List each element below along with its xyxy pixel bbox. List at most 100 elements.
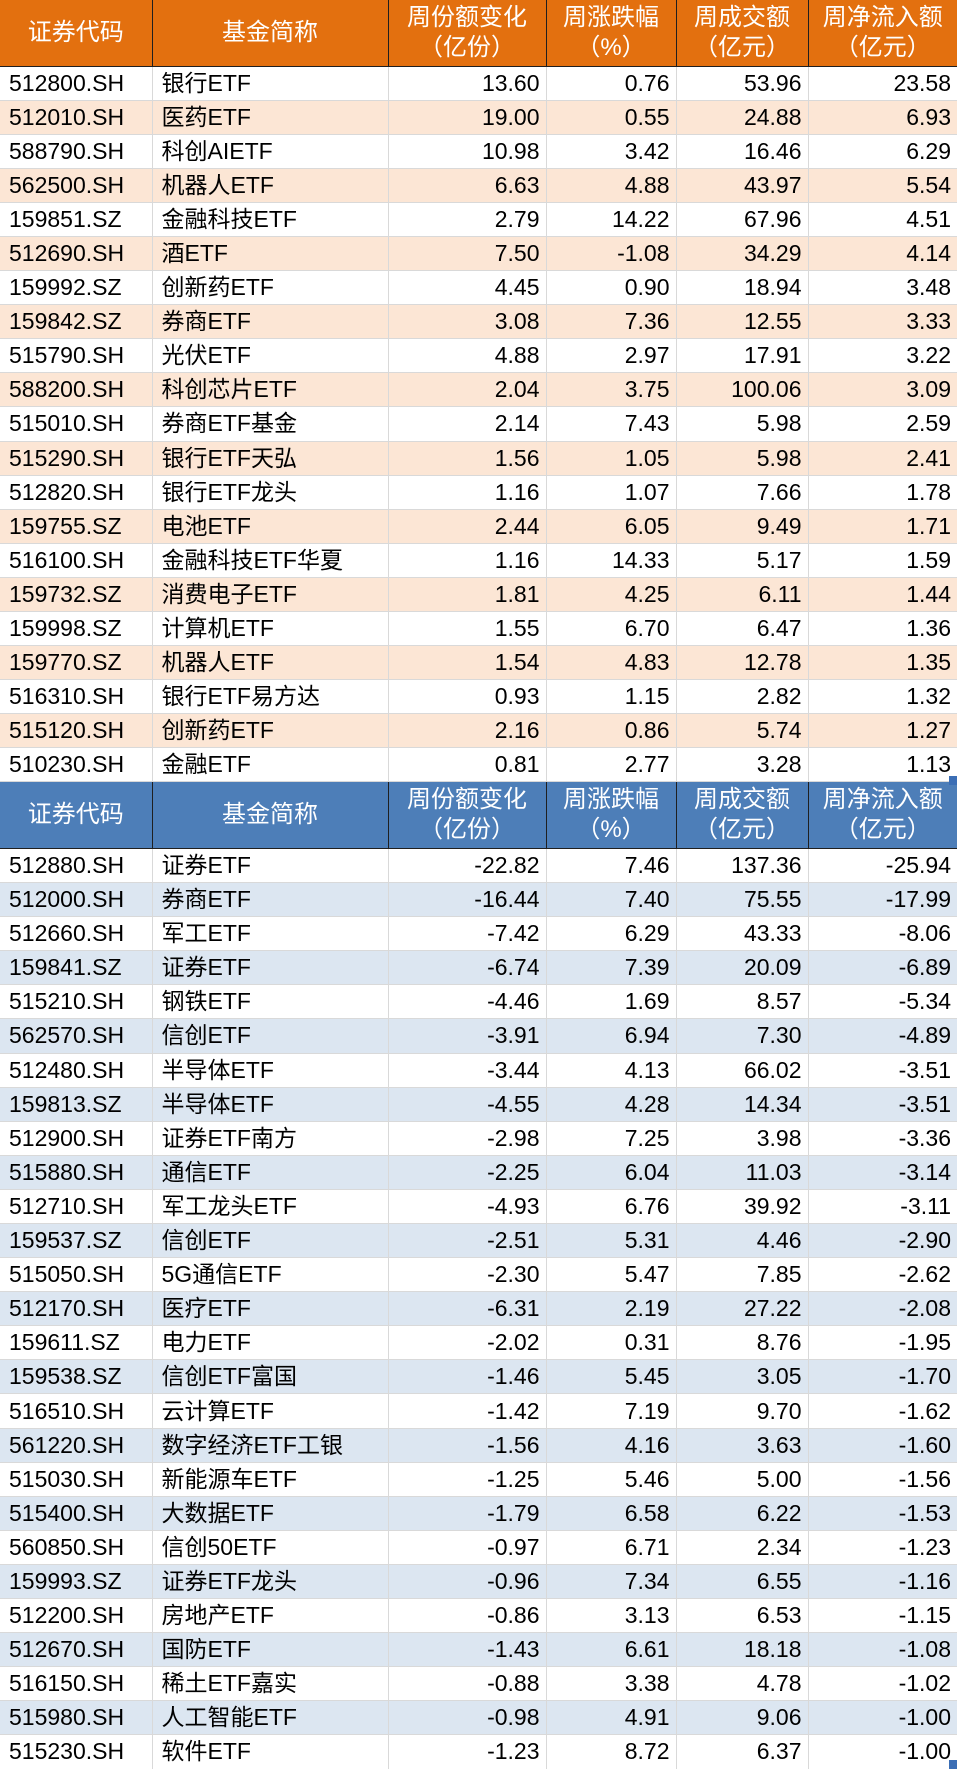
cell-name[interactable]: 房地产ETF: [152, 1598, 389, 1634]
cell-code[interactable]: 515980.SH: [0, 1700, 153, 1736]
cell-share-change[interactable]: -2.02: [388, 1325, 547, 1361]
cell-name[interactable]: 信创ETF: [152, 1018, 389, 1054]
cell-turnover[interactable]: 2.34: [676, 1530, 809, 1565]
cell-turnover[interactable]: 11.03: [676, 1155, 809, 1190]
cell-share-change[interactable]: 1.16: [388, 543, 547, 578]
cell-code[interactable]: 512880.SH: [0, 848, 153, 884]
cell-net-flow[interactable]: -1.08: [808, 1632, 957, 1668]
cell-name[interactable]: 金融科技ETF: [152, 202, 389, 237]
cell-name[interactable]: 券商ETF: [152, 304, 389, 340]
cell-share-change[interactable]: -3.44: [388, 1053, 547, 1088]
cell-turnover[interactable]: 8.57: [676, 984, 809, 1020]
cell-turnover[interactable]: 12.55: [676, 304, 809, 340]
cell-turnover[interactable]: 27.22: [676, 1291, 809, 1327]
cell-net-flow[interactable]: 2.41: [808, 441, 957, 476]
cell-code[interactable]: 516310.SH: [0, 679, 153, 715]
cell-net-flow[interactable]: -5.34: [808, 984, 957, 1020]
cell-name[interactable]: 信创50ETF: [152, 1530, 389, 1565]
cell-code[interactable]: 512820.SH: [0, 475, 153, 510]
cell-share-change[interactable]: -0.96: [388, 1564, 547, 1600]
cell-turnover[interactable]: 2.82: [676, 679, 809, 715]
cell-name[interactable]: 软件ETF: [152, 1734, 389, 1769]
cell-turnover[interactable]: 3.05: [676, 1359, 809, 1395]
cell-net-flow[interactable]: -6.89: [808, 950, 957, 986]
cell-net-flow[interactable]: -3.36: [808, 1121, 957, 1156]
cell-name[interactable]: 证券ETF龙头: [152, 1564, 389, 1600]
cell-pct-change[interactable]: 7.46: [546, 848, 677, 884]
cell-name[interactable]: 银行ETF易方达: [152, 679, 389, 715]
cell-pct-change[interactable]: 7.40: [546, 882, 677, 918]
cell-code[interactable]: 515050.SH: [0, 1257, 153, 1293]
cell-share-change[interactable]: 10.98: [388, 134, 547, 169]
cell-net-flow[interactable]: 1.35: [808, 645, 957, 681]
cell-pct-change[interactable]: 4.16: [546, 1428, 677, 1463]
cell-share-change[interactable]: 19.00: [388, 100, 547, 135]
cell-net-flow[interactable]: -1.15: [808, 1598, 957, 1634]
cell-share-change[interactable]: -4.93: [388, 1189, 547, 1225]
cell-net-flow[interactable]: 1.13: [808, 747, 957, 783]
cell-net-flow[interactable]: 1.71: [808, 509, 957, 544]
cell-name[interactable]: 云计算ETF: [152, 1393, 389, 1429]
cell-turnover[interactable]: 3.98: [676, 1121, 809, 1156]
cell-name[interactable]: 金融ETF: [152, 747, 389, 783]
cell-turnover[interactable]: 4.46: [676, 1223, 809, 1259]
cell-net-flow[interactable]: -1.95: [808, 1325, 957, 1361]
cell-pct-change[interactable]: 3.75: [546, 372, 677, 408]
cell-turnover[interactable]: 5.17: [676, 543, 809, 578]
cell-share-change[interactable]: 1.54: [388, 645, 547, 681]
cell-net-flow[interactable]: -2.90: [808, 1223, 957, 1259]
cell-name[interactable]: 酒ETF: [152, 236, 389, 272]
cell-share-change[interactable]: 4.45: [388, 270, 547, 306]
cell-code[interactable]: 562570.SH: [0, 1018, 153, 1054]
cell-pct-change[interactable]: 5.47: [546, 1257, 677, 1293]
cell-turnover[interactable]: 75.55: [676, 882, 809, 918]
cell-pct-change[interactable]: 7.39: [546, 950, 677, 986]
cell-share-change[interactable]: 13.60: [388, 66, 547, 101]
cell-turnover[interactable]: 100.06: [676, 372, 809, 408]
cell-turnover[interactable]: 6.11: [676, 577, 809, 613]
cell-code[interactable]: 159813.SZ: [0, 1087, 153, 1122]
cell-net-flow[interactable]: -1.23: [808, 1530, 957, 1565]
cell-code[interactable]: 515880.SH: [0, 1155, 153, 1190]
cell-name[interactable]: 半导体ETF: [152, 1053, 389, 1088]
cell-code[interactable]: 512660.SH: [0, 916, 153, 952]
cell-net-flow[interactable]: -1.00: [808, 1734, 957, 1769]
cell-turnover[interactable]: 14.34: [676, 1087, 809, 1122]
cell-name[interactable]: 银行ETF龙头: [152, 475, 389, 510]
cell-turnover[interactable]: 53.96: [676, 66, 809, 101]
cell-name[interactable]: 科创AIETF: [152, 134, 389, 169]
cell-turnover[interactable]: 16.46: [676, 134, 809, 169]
cell-net-flow[interactable]: 3.48: [808, 270, 957, 306]
cell-share-change[interactable]: -0.97: [388, 1530, 547, 1565]
cell-name[interactable]: 大数据ETF: [152, 1496, 389, 1531]
cell-share-change[interactable]: 1.56: [388, 441, 547, 476]
cell-pct-change[interactable]: 6.61: [546, 1632, 677, 1668]
cell-share-change[interactable]: -4.55: [388, 1087, 547, 1122]
cell-share-change[interactable]: -1.42: [388, 1393, 547, 1429]
cell-turnover[interactable]: 9.70: [676, 1393, 809, 1429]
cell-turnover[interactable]: 6.53: [676, 1598, 809, 1634]
cell-pct-change[interactable]: 0.76: [546, 66, 677, 101]
cell-code[interactable]: 515210.SH: [0, 984, 153, 1020]
cell-pct-change[interactable]: 7.36: [546, 304, 677, 340]
cell-pct-change[interactable]: 4.28: [546, 1087, 677, 1122]
cell-code[interactable]: 512900.SH: [0, 1121, 153, 1156]
cell-pct-change[interactable]: 0.55: [546, 100, 677, 135]
cell-name[interactable]: 证券ETF: [152, 950, 389, 986]
cell-code[interactable]: 159755.SZ: [0, 509, 153, 544]
cell-share-change[interactable]: -1.46: [388, 1359, 547, 1395]
cell-net-flow[interactable]: -1.56: [808, 1462, 957, 1497]
cell-share-change[interactable]: 2.16: [388, 713, 547, 749]
cell-name[interactable]: 医药ETF: [152, 100, 389, 135]
cell-code[interactable]: 515790.SH: [0, 338, 153, 374]
cell-name[interactable]: 稀土ETF嘉实: [152, 1666, 389, 1702]
cell-turnover[interactable]: 43.33: [676, 916, 809, 952]
cell-share-change[interactable]: -7.42: [388, 916, 547, 952]
cell-name[interactable]: 证券ETF南方: [152, 1121, 389, 1156]
cell-pct-change[interactable]: 0.31: [546, 1325, 677, 1361]
cell-turnover[interactable]: 7.85: [676, 1257, 809, 1293]
cell-pct-change[interactable]: 6.05: [546, 509, 677, 544]
cell-code[interactable]: 562500.SH: [0, 168, 153, 203]
cell-code[interactable]: 515230.SH: [0, 1734, 153, 1769]
column-header-name[interactable]: 基金简称: [152, 0, 389, 67]
